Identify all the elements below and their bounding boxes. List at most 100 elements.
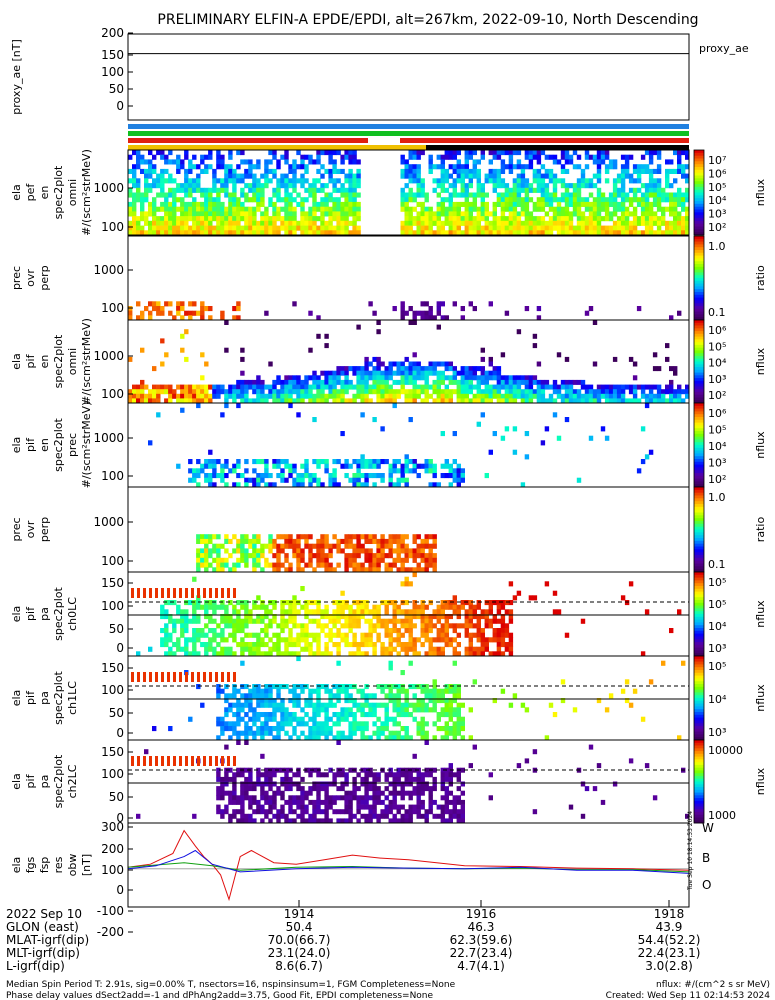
heatmap-cell [372, 557, 377, 563]
heatmap-cell [444, 688, 449, 694]
heatmap-cell [248, 693, 253, 699]
heatmap-cell [604, 384, 610, 390]
heatmap-cell [196, 403, 201, 409]
heatmap-cell [344, 538, 349, 544]
heatmap-cell [524, 164, 530, 170]
heatmap-cell [224, 618, 229, 624]
heatmap-cell [372, 366, 377, 372]
heatmap-cell [416, 799, 421, 805]
heatmap-cell [280, 534, 285, 540]
heatmap-cell [604, 707, 610, 713]
heatmap-cell [636, 216, 642, 222]
heatmap-cell [396, 767, 401, 773]
heatmap-cell [220, 164, 225, 170]
heatmap-cell [180, 183, 185, 189]
heatmap-cell [260, 688, 265, 694]
heatmap-cell [608, 230, 614, 236]
heatmap-cell [252, 230, 257, 236]
heatmap-cell [376, 473, 381, 479]
heatmap-cell [596, 206, 602, 212]
heatmap-cell [280, 809, 285, 815]
heatmap-cell [580, 220, 586, 226]
heatmap-cell [252, 632, 257, 638]
heatmap-cell [136, 159, 141, 165]
heatmap-cell [368, 301, 373, 307]
heatmap-cell [480, 628, 485, 634]
heatmap-cell [620, 230, 626, 236]
heatmap-cell [392, 623, 397, 629]
heatmap-cell [320, 538, 325, 544]
heatmap-cell [300, 393, 305, 399]
heatmap-cell [681, 173, 686, 179]
heatmap-cell [360, 726, 365, 732]
heatmap-cell [312, 813, 317, 819]
heatmap-cell [408, 567, 413, 573]
heatmap-cell [428, 361, 433, 367]
heatmap-cell [224, 790, 229, 796]
heatmap-cell [376, 463, 381, 469]
heatmap-cell [488, 356, 493, 362]
heatmap-cell [208, 211, 213, 217]
heatmap-cell [220, 730, 225, 736]
heatmap-cell [240, 543, 245, 549]
heatmap-cell [388, 398, 393, 404]
heatmap-cell [152, 389, 157, 395]
heatmap-cell [404, 192, 409, 198]
heatmap-cell [432, 688, 437, 694]
heatmap-cell [284, 538, 289, 544]
heatmap-cell [496, 642, 502, 648]
heatmap-cell [524, 201, 530, 207]
heatmap-cell [644, 211, 650, 217]
heatmap-cell [144, 384, 149, 390]
heatmap-cell [248, 776, 253, 782]
heatmap-cell [372, 628, 377, 634]
heatmap-cell [512, 220, 518, 226]
heatmap-cell [436, 393, 441, 399]
heatmap-cell [612, 384, 618, 390]
heatmap-cell [388, 637, 393, 643]
heatmap-cell [272, 804, 277, 810]
heatmap-cell [348, 538, 353, 544]
heatmap-cell [608, 201, 614, 207]
heatmap-cell [356, 651, 361, 657]
y-axis-label: omni [66, 179, 79, 206]
heatmap-cell [552, 206, 558, 212]
heatmap-cell [280, 614, 285, 620]
heatmap-cell [352, 651, 357, 657]
heatmap-cell [568, 379, 574, 385]
loss-cone-mark [215, 588, 218, 598]
heatmap-cell [376, 398, 381, 404]
heatmap-cell [168, 632, 173, 638]
heatmap-cell [188, 206, 193, 212]
heatmap-cell [632, 688, 638, 694]
heatmap-cell [240, 548, 245, 554]
heatmap-cell [276, 197, 281, 203]
heatmap-cell [384, 726, 389, 732]
y-axis-label: ch0LC [66, 597, 79, 631]
heatmap-cell [228, 767, 233, 773]
heatmap-cell [284, 543, 289, 549]
heatmap-cell [456, 684, 461, 690]
heatmap-cell [296, 735, 301, 741]
heatmap-cell [228, 651, 233, 657]
heatmap-cell [685, 211, 690, 217]
heatmap-cell [316, 548, 321, 554]
heatmap-cell [304, 604, 309, 610]
heatmap-cell [132, 201, 137, 207]
heatmap-cell [240, 707, 245, 713]
heatmap-cell [300, 211, 305, 217]
heatmap-cell [364, 721, 369, 727]
y-tick-label: 1000 [93, 263, 124, 277]
loss-cone-mark [215, 672, 218, 682]
heatmap-cell [288, 716, 293, 722]
heatmap-cell [272, 646, 277, 652]
heatmap-cell [452, 730, 457, 736]
heatmap-cell [448, 173, 453, 179]
heatmap-cell [312, 398, 317, 404]
heatmap-cell [412, 614, 417, 620]
heatmap-cell [252, 482, 257, 488]
heatmap-cell [512, 693, 518, 699]
heatmap-cell [304, 168, 309, 174]
heatmap-cell [220, 637, 225, 643]
heatmap-cell [232, 201, 237, 207]
